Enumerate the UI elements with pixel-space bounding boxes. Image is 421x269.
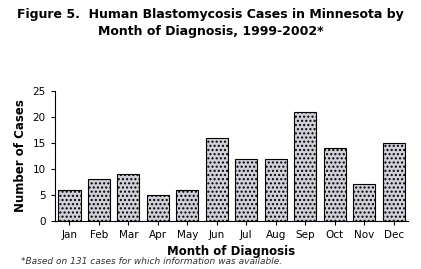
Bar [206,138,228,221]
Bar [324,148,346,221]
Y-axis label: Number of Cases: Number of Cases [14,100,27,213]
Bar [88,179,110,221]
Bar [117,174,139,221]
Bar [176,190,198,221]
Bar [59,190,80,221]
Bar [294,112,316,221]
Bar [235,159,257,221]
Text: Figure 5.  Human Blastomycosis Cases in Minnesota by
Month of Diagnosis, 1999-20: Figure 5. Human Blastomycosis Cases in M… [17,8,404,38]
Text: *Based on 131 cases for which information was available.: *Based on 131 cases for which informatio… [21,257,282,266]
Bar [147,195,169,221]
X-axis label: Month of Diagnosis: Month of Diagnosis [168,245,296,258]
Bar [353,185,375,221]
Bar [383,143,405,221]
Bar [265,159,287,221]
